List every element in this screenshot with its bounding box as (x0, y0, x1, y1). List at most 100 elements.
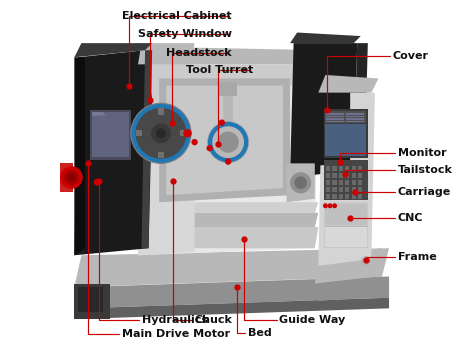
Bar (327, 113, 344, 115)
Polygon shape (138, 43, 194, 64)
Text: Chuck: Chuck (194, 315, 232, 325)
Bar (345, 195, 349, 200)
Polygon shape (138, 64, 319, 255)
Polygon shape (315, 248, 382, 284)
Polygon shape (290, 33, 361, 43)
Circle shape (219, 119, 225, 126)
Bar (352, 180, 356, 185)
Text: Electrical Cabinet: Electrical Cabinet (122, 11, 232, 21)
Bar (324, 109, 368, 158)
Circle shape (64, 170, 79, 185)
Polygon shape (290, 43, 357, 178)
Circle shape (212, 126, 244, 158)
Bar (327, 121, 344, 122)
Text: Frame: Frame (398, 252, 437, 262)
Bar (326, 125, 366, 156)
Bar (158, 108, 164, 115)
Bar (180, 130, 186, 136)
Bar (345, 173, 349, 178)
Bar (352, 173, 356, 178)
Bar (346, 113, 365, 115)
Bar (345, 187, 349, 192)
Bar (339, 166, 343, 171)
Polygon shape (82, 277, 389, 308)
Bar (326, 195, 330, 200)
Polygon shape (138, 227, 319, 248)
Polygon shape (138, 156, 194, 255)
Polygon shape (142, 64, 322, 86)
Bar (332, 173, 337, 178)
Circle shape (207, 145, 213, 151)
Circle shape (191, 139, 198, 145)
Bar (339, 180, 343, 185)
Bar (327, 116, 344, 117)
Bar (60, 163, 73, 192)
Text: Carriage: Carriage (398, 187, 451, 197)
Bar (326, 166, 330, 171)
Polygon shape (166, 86, 283, 195)
Bar (158, 152, 164, 158)
Bar (327, 118, 344, 120)
Circle shape (328, 203, 332, 208)
Circle shape (183, 129, 192, 137)
Bar (345, 180, 349, 185)
Polygon shape (74, 43, 152, 57)
Bar (358, 173, 362, 178)
Circle shape (294, 176, 307, 189)
Bar (332, 166, 337, 171)
Circle shape (362, 256, 371, 265)
Circle shape (131, 103, 191, 163)
Circle shape (94, 179, 101, 186)
Bar (332, 180, 337, 185)
Text: CNC: CNC (398, 213, 423, 223)
Bar (358, 195, 362, 200)
Polygon shape (138, 202, 319, 213)
Bar (352, 195, 356, 200)
Text: Bed: Bed (247, 328, 271, 338)
Bar (339, 187, 343, 192)
Polygon shape (138, 64, 191, 156)
Circle shape (67, 173, 76, 182)
Polygon shape (92, 112, 106, 116)
Bar (332, 187, 337, 192)
Text: Tool Turret: Tool Turret (186, 65, 253, 75)
Circle shape (225, 158, 231, 165)
Bar (90, 110, 131, 160)
Bar (346, 121, 365, 122)
Circle shape (156, 129, 166, 138)
Polygon shape (297, 50, 350, 167)
Text: Main Drive Motor: Main Drive Motor (122, 329, 230, 339)
Bar (339, 173, 343, 178)
Text: Guide Way: Guide Way (280, 315, 346, 325)
Polygon shape (138, 47, 322, 64)
Polygon shape (74, 57, 85, 255)
Circle shape (218, 132, 239, 153)
Bar (325, 226, 367, 247)
Bar (92, 112, 129, 157)
Bar (326, 111, 366, 124)
Circle shape (208, 122, 249, 163)
Circle shape (151, 124, 171, 143)
Polygon shape (74, 248, 389, 287)
Text: Hydraulics: Hydraulics (142, 315, 208, 325)
Bar (346, 118, 365, 120)
Bar (74, 284, 109, 319)
Polygon shape (319, 93, 375, 266)
Polygon shape (223, 89, 234, 149)
Bar (136, 130, 142, 136)
Bar (352, 166, 356, 171)
Polygon shape (354, 43, 368, 170)
Polygon shape (138, 213, 319, 227)
Circle shape (136, 108, 186, 159)
Circle shape (290, 172, 311, 193)
Bar (324, 202, 368, 248)
Polygon shape (286, 163, 315, 202)
Circle shape (60, 166, 83, 189)
Bar (326, 187, 330, 192)
Text: Monitor: Monitor (398, 148, 447, 158)
Bar (358, 187, 362, 192)
Circle shape (364, 258, 369, 263)
Bar (326, 180, 330, 185)
Bar (352, 187, 356, 192)
Polygon shape (74, 50, 152, 255)
